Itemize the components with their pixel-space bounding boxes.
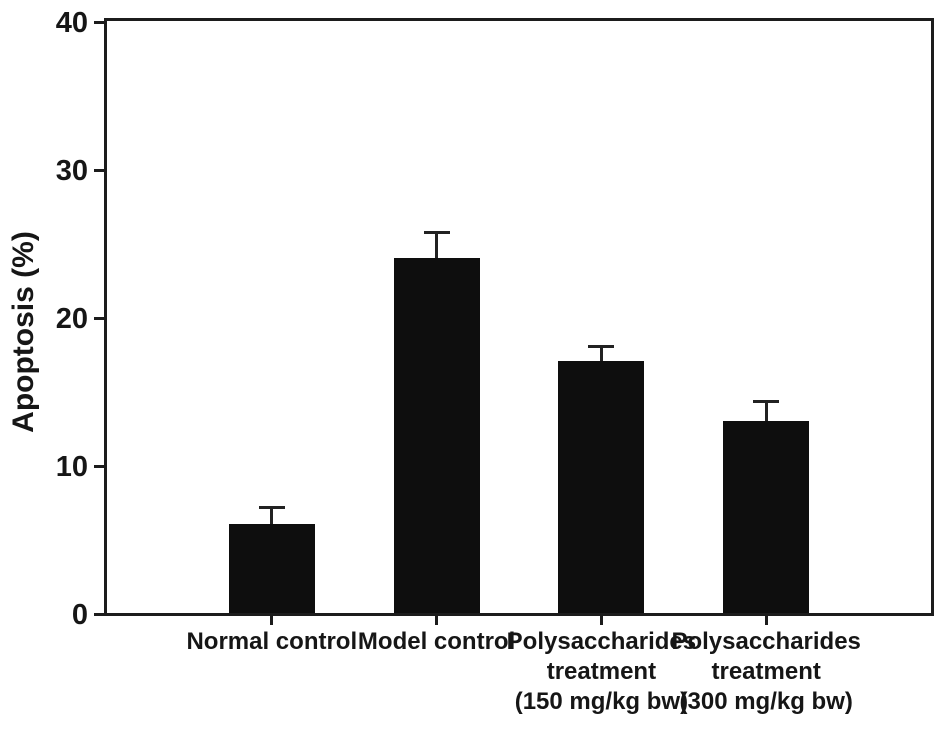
x-tick-label-1: Normal control [157,627,387,657]
x-axis-tick [270,616,274,625]
bar-3 [558,361,645,613]
y-axis-tick [94,169,104,172]
x-tick-label-3: Polysaccharides treatment (150 mg/kg bw) [486,627,716,717]
x-tick-label-line: Polysaccharides [506,628,697,655]
x-tick-label-line: Model control [357,628,516,655]
x-tick-label-line: (150 mg/kg bw) [514,688,689,715]
error-bar-stem [764,399,768,421]
bar-2 [393,257,480,613]
y-tick-label: 40 [55,6,88,39]
error-bar-1 [258,506,285,525]
x-axis-tick [764,616,768,625]
y-tick-label: 20 [55,302,88,335]
bar-4 [723,420,810,613]
error-bar-4 [753,399,780,421]
y-axis-tick [94,21,104,24]
y-tick-label: 30 [55,154,88,187]
y-axis-tick [94,465,104,468]
x-tick-label-line: treatment [711,658,821,685]
error-bar-cap [753,399,780,403]
y-tick-label: 0 [71,598,88,631]
x-tick-label-line: Polysaccharides [671,628,861,655]
error-bar-stem [599,345,603,362]
error-bar-stem [270,506,274,525]
error-bar-2 [423,231,450,258]
x-tick-label-line: treatment [546,658,657,685]
x-axis-tick [599,616,603,625]
x-tick-label-2: Model control [322,627,552,657]
x-tick-label-line: Normal control [186,628,358,655]
y-axis-tick [94,317,104,320]
bar-1 [228,524,315,613]
error-bar-cap [423,231,450,235]
x-axis-tick [435,616,439,625]
error-bar-cap [588,345,615,349]
x-tick-label-4: Polysaccharides treatment (300 mg/kg bw) [651,627,881,717]
error-bar-3 [588,345,615,362]
error-bar-cap [258,506,285,510]
plot-area [104,18,934,616]
y-axis-tick [94,613,104,616]
y-tick-label: 10 [55,450,88,483]
x-tick-label-line: (300 mg/kg bw) [679,688,853,715]
error-bar-stem [435,231,439,258]
